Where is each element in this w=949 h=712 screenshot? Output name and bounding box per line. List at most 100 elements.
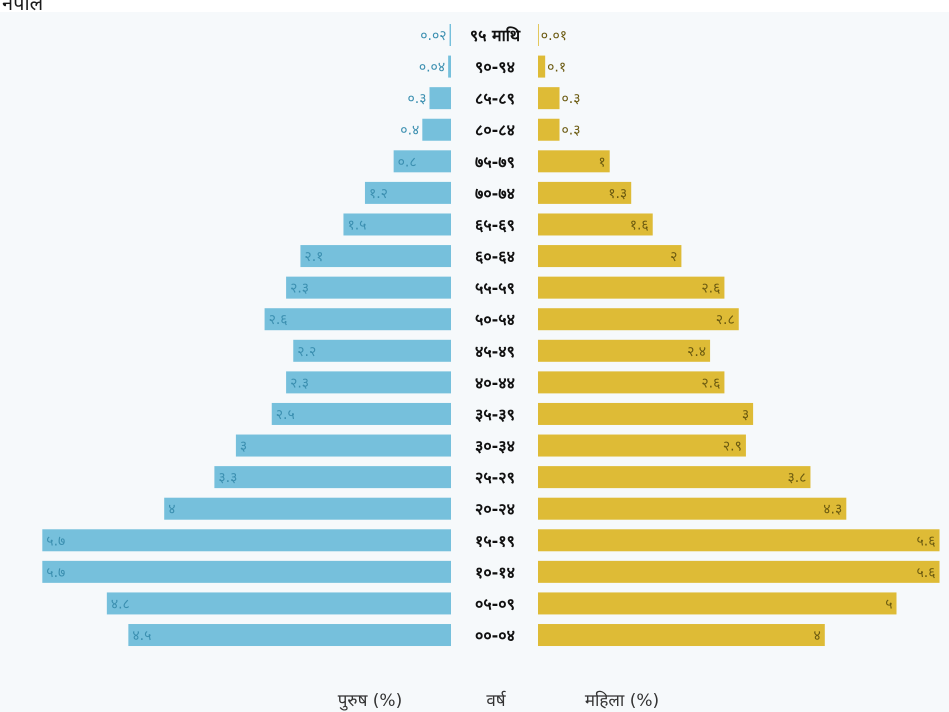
male-value-label: ०.४ [400, 123, 419, 139]
female-bar [538, 371, 725, 394]
male-bar [429, 87, 451, 110]
age-group-label: १०-१४ [475, 563, 515, 582]
male-bar [300, 245, 451, 268]
male-bar [448, 55, 451, 78]
female-value-label: ५.६ [917, 533, 936, 549]
age-group-label: ९५ माथि [470, 26, 521, 45]
age-group-label: ००-०४ [475, 626, 515, 645]
male-value-label: २.५ [276, 407, 295, 423]
male-value-label: २.३ [290, 375, 309, 391]
female-value-label: ४ [814, 628, 821, 644]
age-group-label: ७०-७४ [475, 184, 515, 203]
female-value-label: २.६ [701, 375, 720, 391]
female-value-label: ०.३ [562, 123, 581, 139]
age-group-label: २०-२४ [475, 500, 515, 519]
male-bar [271, 402, 451, 425]
male-value-label: २.१ [304, 249, 323, 265]
male-value-label: ५.७ [46, 533, 65, 549]
female-value-label: १ [598, 154, 605, 170]
age-group-labels: ९५ माथि ९०-९४ ८५-८९ ८०-८४ ७५-७९ ७०-७४ ६५-६९ ६०-… [470, 26, 521, 645]
female-bar [538, 308, 739, 331]
age-group-label: ५०-५४ [475, 310, 515, 329]
age-group-label: २५-२९ [475, 468, 515, 487]
female-value-label: २.६ [701, 281, 720, 297]
female-value-label: २ [670, 249, 677, 265]
male-bar [286, 276, 451, 299]
female-bar [538, 434, 746, 457]
male-bar [264, 308, 451, 331]
female-bar [538, 466, 811, 489]
female-bar [538, 24, 539, 46]
age-group-label: ५५-५९ [475, 279, 515, 298]
age-group-label: ८५-८९ [475, 89, 515, 108]
female-value-label: ३ [742, 407, 749, 423]
male-bar [42, 560, 452, 583]
male-bars [42, 24, 452, 647]
age-group-label: ६५-६९ [475, 215, 515, 234]
female-bar [538, 213, 653, 236]
female-bar [538, 245, 682, 268]
female-value-label: २.४ [687, 344, 706, 360]
male-value-label: २.२ [297, 344, 316, 360]
male-bar [286, 371, 451, 394]
male-value-label: ०.८ [398, 154, 417, 170]
male-value-label: २.६ [269, 312, 288, 328]
female-bar [538, 55, 546, 78]
clipped-header-strip: नेपाल [0, 0, 949, 15]
male-value-label: ३.३ [218, 470, 237, 486]
age-group-label: ०५-०९ [475, 594, 515, 613]
male-bar [128, 624, 451, 647]
male-value-label: ०.०२ [420, 28, 446, 44]
male-bar [106, 592, 451, 615]
male-bar [164, 497, 451, 520]
age-group-label: १५-१९ [475, 531, 515, 550]
age-group-label: ३५-३९ [475, 405, 515, 424]
male-bar [214, 466, 451, 489]
male-axis-label: पुरुष (%) [338, 691, 402, 711]
female-bar [538, 529, 940, 552]
female-bar [538, 118, 560, 141]
male-bar [449, 24, 451, 46]
female-value-label: ०.१ [547, 60, 566, 76]
male-value-label: ०.०४ [419, 60, 445, 76]
female-value-label: २.९ [723, 439, 742, 455]
age-group-label: ८०-८४ [475, 121, 515, 140]
age-group-label: ४०-४४ [475, 373, 515, 392]
female-value-label: ५ [885, 596, 892, 612]
female-value-label: १.३ [608, 186, 627, 202]
female-bar [538, 624, 825, 647]
male-bar [293, 339, 451, 362]
female-axis-label: महिला (%) [585, 690, 659, 711]
male-value-label: ५.७ [46, 565, 65, 581]
male-value-label: २.३ [290, 281, 309, 297]
age-group-label: ३०-३४ [475, 437, 515, 456]
male-value-label: ४ [168, 502, 175, 518]
male-bar [42, 529, 452, 552]
male-value-label: ०.३ [407, 91, 426, 107]
female-bar [538, 276, 725, 299]
female-value-label: ४.३ [823, 502, 842, 518]
female-bar [538, 181, 632, 204]
female-bar [538, 497, 847, 520]
female-bar [538, 339, 711, 362]
age-group-label: ४५-४९ [475, 342, 515, 361]
male-value-label: ३ [240, 439, 247, 455]
female-value-label: ०.३ [562, 91, 581, 107]
female-value-label: ५.६ [917, 565, 936, 581]
male-bar [235, 434, 451, 457]
clipped-header-text: नेपाल [2, 0, 44, 15]
age-axis-label: वर्ष [486, 690, 506, 711]
male-bar [364, 181, 451, 204]
female-bar [538, 592, 897, 615]
female-value-label: २.८ [716, 312, 735, 328]
female-value-label: ३.८ [787, 470, 806, 486]
female-value-label: ०.०१ [541, 28, 567, 44]
value-labels: ०.०२ ०.०१ ०.०४ ०.१ ०.३ ०.३ ०.४ ०.३ ०.८ १ १.२ १.३ १.५… [46, 28, 935, 644]
male-value-label: ४.८ [111, 596, 130, 612]
female-bar [538, 560, 940, 583]
age-group-label: ७५-७९ [475, 152, 515, 171]
age-group-label: ६०-६४ [475, 247, 515, 266]
age-group-label: ९०-९४ [475, 58, 515, 77]
